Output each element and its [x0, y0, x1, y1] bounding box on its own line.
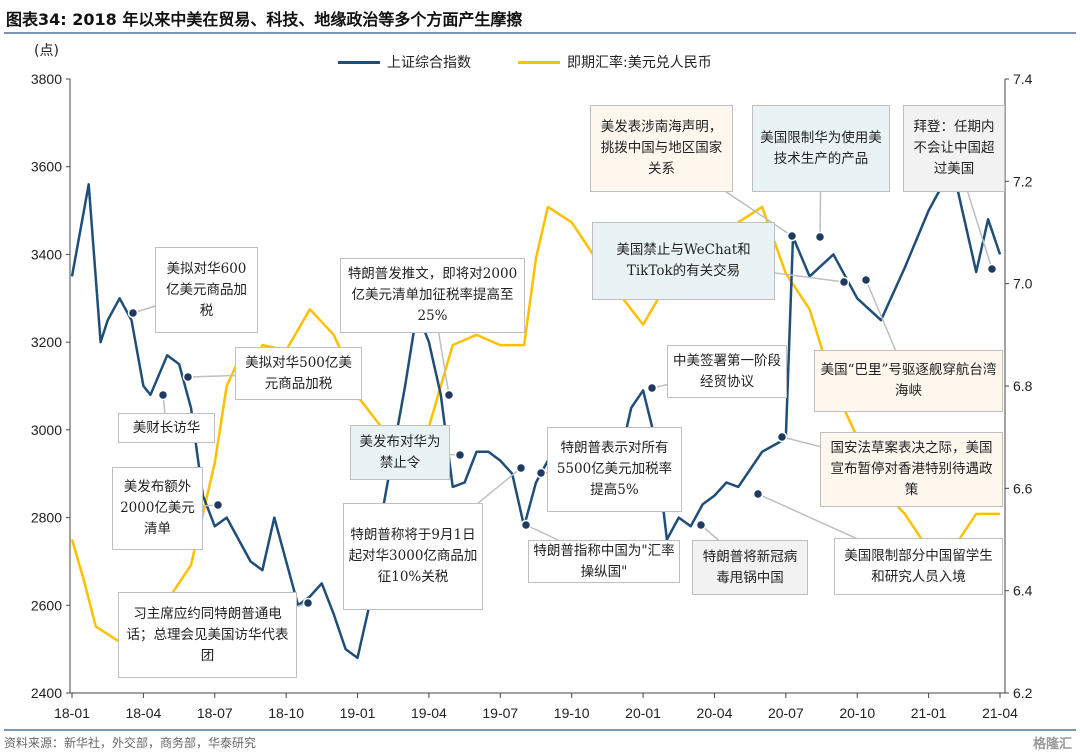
annotation-box: 美发布对华为禁止令	[350, 425, 450, 480]
annotation-box: 特朗普称将于9月1日起对华3000亿商品加征10%关税	[343, 503, 483, 610]
annotation-box: 拜登：任期内不会让中国超过美国	[903, 105, 1005, 192]
annotation-box: 习主席应约同特朗普通电话；总理会见美国访华代表团	[118, 592, 297, 678]
annotation-box: 美国禁止与WeChat和TikTok的有关交易	[592, 222, 775, 300]
x-tick-label: 18-04	[125, 705, 161, 721]
divider	[4, 729, 1076, 731]
annotation-box: 美国限制华为使用美技术生产的产品	[752, 105, 890, 192]
annotation-box: 特朗普将新冠病毒甩锅中国	[692, 540, 808, 595]
x-tick-label: 21-04	[982, 705, 1018, 721]
x-tick-label: 18-10	[268, 705, 304, 721]
legend-swatch	[338, 60, 380, 64]
right-tick-label: 6.6	[1013, 480, 1033, 496]
legend-label: 即期汇率:美元兑人民币	[567, 55, 712, 71]
x-tick-label: 19-04	[411, 705, 447, 721]
x-tick-label: 20-04	[697, 705, 733, 721]
right-tick-label: 7.4	[1013, 71, 1033, 87]
right-tick-label: 7.0	[1013, 276, 1033, 292]
left-tick-label: 3600	[31, 159, 62, 175]
left-tick-label: 2800	[31, 510, 62, 526]
left-tick-label: 3400	[31, 246, 62, 262]
source-note: 资料来源：新华社，外交部，商务部，华泰研究	[4, 736, 257, 750]
annotation-box: 特朗普表示对所有5500亿美元加税率提高5%	[547, 427, 682, 512]
right-tick-label: 6.4	[1013, 583, 1033, 599]
x-tick-label: 19-07	[482, 705, 518, 721]
left-tick-label: 3800	[31, 71, 62, 87]
right-tick-label: 7.2	[1013, 173, 1033, 189]
divider	[4, 32, 1076, 34]
annotation-box: 美拟对华500亿美元商品加税	[235, 347, 362, 400]
left-tick-label: 2600	[31, 597, 62, 613]
left-tick-label: 3200	[31, 334, 62, 350]
legend-swatch	[518, 60, 560, 64]
annotation-box: 美拟对华600亿美元商品加税	[155, 247, 258, 333]
annotation-box: 国安法草案表决之际，美国宣布暂停对香港特别待遇政策	[820, 432, 1003, 507]
chart-title: 图表34: 2018 年以来中美在贸易、科技、地缘政治等多个方面产生摩擦	[6, 10, 523, 29]
watermark: 格隆汇	[1032, 737, 1072, 752]
legend-label: 上证综合指数	[387, 55, 471, 71]
left-tick-label: 2400	[31, 685, 62, 701]
x-tick-label: 18-07	[197, 705, 233, 721]
right-tick-label: 6.8	[1013, 378, 1033, 394]
annotation-box: 特朗普发推文，即将对2000亿美元清单加征税率提高至25%	[340, 258, 525, 333]
right-tick-label: 6.2	[1013, 685, 1033, 701]
x-tick-label: 19-10	[554, 705, 590, 721]
x-tick-label: 19-01	[340, 705, 376, 721]
legend-cny: 即期汇率:美元兑人民币	[518, 52, 712, 72]
legend-sse: 上证综合指数	[338, 52, 471, 72]
annotation-box: 美国“巴里”号驱逐舰穿航台湾海峡	[814, 350, 1003, 412]
left-axis-unit: (点)	[34, 43, 59, 59]
x-tick-label: 20-01	[625, 705, 661, 721]
x-tick-label: 20-10	[839, 705, 875, 721]
annotation-box: 美发表涉南海声明，挑拨中国与地区国家关系	[590, 105, 733, 192]
annotation-box: 美发布额外2000亿美元清单	[112, 467, 203, 550]
x-tick-label: 21-01	[911, 705, 947, 721]
annotation-box: 美财长访华	[118, 413, 215, 443]
x-tick-label: 20-07	[768, 705, 804, 721]
annotation-box: 特朗普指称中国为"汇率操纵国"	[528, 540, 680, 583]
left-tick-label: 3000	[31, 422, 62, 438]
annotation-box: 美国限制部分中国留学生和研究人员入境	[834, 538, 1003, 595]
x-tick-label: 18-01	[54, 705, 90, 721]
annotation-box: 中美签署第一阶段经贸协议	[667, 345, 787, 398]
